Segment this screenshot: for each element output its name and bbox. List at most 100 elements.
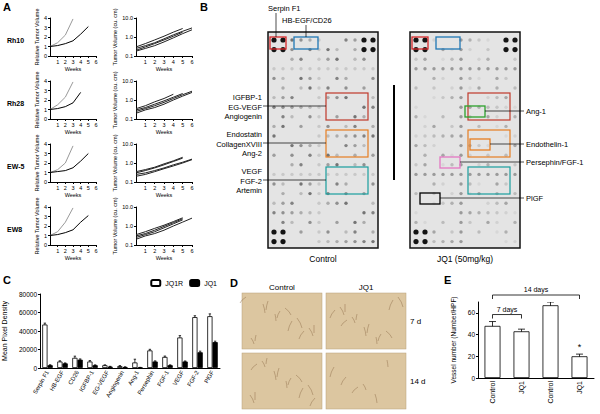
svg-text:0.1: 0.1 xyxy=(125,242,133,248)
svg-text:0: 0 xyxy=(44,179,47,185)
svg-text:Endostatin: Endostatin xyxy=(227,130,262,139)
svg-text:A: A xyxy=(3,1,11,13)
svg-text:6: 6 xyxy=(94,185,97,191)
svg-text:2: 2 xyxy=(64,59,67,65)
svg-text:Weeks: Weeks xyxy=(65,255,82,261)
svg-text:5: 5 xyxy=(87,122,90,128)
svg-text:1: 1 xyxy=(44,233,47,239)
svg-text:Rh28: Rh28 xyxy=(7,100,24,107)
svg-text:Serpin F1: Serpin F1 xyxy=(32,369,51,395)
svg-text:D: D xyxy=(230,277,238,289)
svg-text:0: 0 xyxy=(471,375,475,382)
svg-text:6: 6 xyxy=(94,59,97,65)
svg-text:14 days: 14 days xyxy=(524,286,549,294)
svg-text:Rh10: Rh10 xyxy=(7,37,24,44)
svg-text:1: 1 xyxy=(144,122,147,128)
svg-text:4: 4 xyxy=(79,185,82,191)
svg-text:CD26: CD26 xyxy=(67,369,80,386)
svg-text:6: 6 xyxy=(190,122,193,128)
svg-text:B: B xyxy=(200,1,208,13)
svg-text:Angiogenin: Angiogenin xyxy=(224,112,262,121)
svg-text:1.0: 1.0 xyxy=(125,160,133,166)
svg-text:0.1: 0.1 xyxy=(125,179,133,185)
svg-text:4: 4 xyxy=(172,122,175,128)
svg-text:10.0: 10.0 xyxy=(122,15,133,21)
svg-text:5: 5 xyxy=(181,185,184,191)
svg-text:3: 3 xyxy=(162,248,165,254)
svg-text:6: 6 xyxy=(190,248,193,254)
svg-text:2: 2 xyxy=(64,248,67,254)
svg-text:1.0: 1.0 xyxy=(125,97,133,103)
svg-text:Control: Control xyxy=(489,381,496,404)
svg-text:Tumor Volume (cu. cm): Tumor Volume (cu. cm) xyxy=(112,71,118,128)
svg-text:VEGF: VEGF xyxy=(242,167,263,176)
svg-text:5: 5 xyxy=(87,248,90,254)
svg-text:Artemin: Artemin xyxy=(236,186,262,195)
svg-text:4: 4 xyxy=(172,185,175,191)
svg-text:4: 4 xyxy=(79,59,82,65)
svg-text:1: 1 xyxy=(44,170,47,176)
svg-text:0: 0 xyxy=(44,242,47,248)
svg-text:2: 2 xyxy=(153,185,156,191)
svg-text:14 d: 14 d xyxy=(410,377,426,386)
svg-text:Control: Control xyxy=(269,283,295,292)
svg-text:1: 1 xyxy=(56,59,59,65)
svg-text:60: 60 xyxy=(468,309,476,316)
svg-text:6: 6 xyxy=(190,185,193,191)
svg-text:10.0: 10.0 xyxy=(122,204,133,210)
svg-text:Ang-1: Ang-1 xyxy=(526,107,546,116)
svg-text:7 days: 7 days xyxy=(497,306,518,314)
svg-text:Persephin/FGF-1: Persephin/FGF-1 xyxy=(526,158,584,167)
svg-text:JQ1: JQ1 xyxy=(518,381,526,394)
svg-text:20: 20 xyxy=(468,353,476,360)
svg-text:3: 3 xyxy=(71,122,74,128)
svg-text:JQ1: JQ1 xyxy=(576,381,584,394)
svg-text:80000: 80000 xyxy=(19,291,37,298)
svg-text:5: 5 xyxy=(87,185,90,191)
svg-text:Tumor Volume (cu. cm): Tumor Volume (cu. cm) xyxy=(112,197,118,254)
svg-text:1: 1 xyxy=(144,248,147,254)
svg-text:Vessel number (Number/HPF): Vessel number (Number/HPF) xyxy=(450,296,458,383)
svg-text:Control: Control xyxy=(309,254,337,264)
svg-text:4: 4 xyxy=(44,204,47,210)
svg-text:7 d: 7 d xyxy=(410,317,421,326)
svg-text:Persephin: Persephin xyxy=(136,369,155,395)
svg-text:10.0: 10.0 xyxy=(122,141,133,147)
svg-text:0: 0 xyxy=(44,53,47,59)
svg-text:4: 4 xyxy=(44,141,47,147)
svg-text:Weeks: Weeks xyxy=(65,192,82,198)
svg-text:4: 4 xyxy=(79,248,82,254)
svg-text:0.1: 0.1 xyxy=(125,116,133,122)
svg-text:Endothelin-1: Endothelin-1 xyxy=(526,140,568,149)
svg-text:2: 2 xyxy=(153,248,156,254)
svg-text:IGFBP-1: IGFBP-1 xyxy=(233,93,262,102)
svg-text:2: 2 xyxy=(44,160,47,166)
svg-text:E: E xyxy=(444,274,451,286)
svg-text:2: 2 xyxy=(64,185,67,191)
svg-text:Ang-1: Ang-1 xyxy=(127,369,141,386)
svg-text:60000: 60000 xyxy=(19,309,37,316)
svg-text:0: 0 xyxy=(33,365,37,372)
svg-text:4: 4 xyxy=(172,248,175,254)
svg-text:4: 4 xyxy=(172,59,175,65)
svg-text:EW-5: EW-5 xyxy=(7,163,24,170)
svg-text:1: 1 xyxy=(44,107,47,113)
svg-text:Weeks: Weeks xyxy=(65,129,82,135)
svg-text:3: 3 xyxy=(71,59,74,65)
svg-text:JQ1R: JQ1R xyxy=(165,280,183,288)
svg-text:1: 1 xyxy=(56,248,59,254)
svg-text:3: 3 xyxy=(71,248,74,254)
svg-text:40: 40 xyxy=(468,331,476,338)
svg-text:1: 1 xyxy=(144,185,147,191)
svg-text:2: 2 xyxy=(153,59,156,65)
svg-text:10.0: 10.0 xyxy=(122,78,133,84)
svg-text:1: 1 xyxy=(44,44,47,50)
svg-text:EG-VEGF: EG-VEGF xyxy=(228,103,262,112)
svg-text:1: 1 xyxy=(56,185,59,191)
svg-text:2: 2 xyxy=(153,122,156,128)
svg-text:0: 0 xyxy=(44,116,47,122)
svg-text:5: 5 xyxy=(181,248,184,254)
svg-text:VEGF: VEGF xyxy=(172,369,186,386)
svg-text:1: 1 xyxy=(144,59,147,65)
svg-text:20000: 20000 xyxy=(19,346,37,353)
